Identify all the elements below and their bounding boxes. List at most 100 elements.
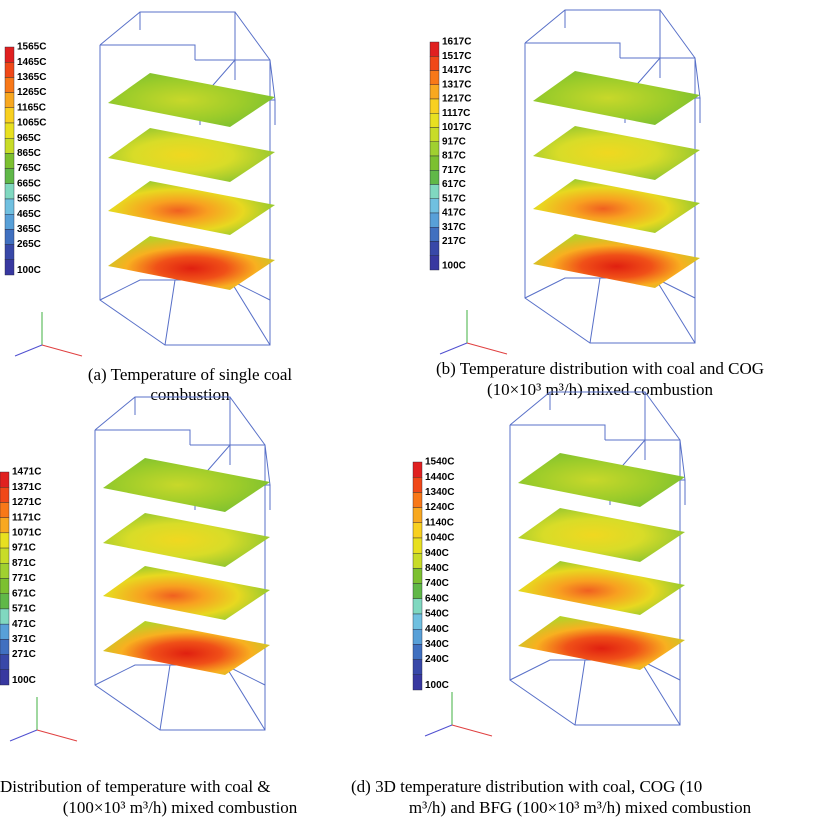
legend-swatch [0,593,10,610]
legend-swatch [4,92,15,108]
legend-swatch [0,608,10,625]
legend-label: 617C [442,179,466,190]
legend-label: 417C [442,208,466,219]
furnace-wireframe [94,396,271,731]
caption: (b) Temperature distribution with coal a… [436,359,764,378]
legend-swatch [0,517,10,534]
furnace-wireframe [509,391,686,726]
legend-label: 571C [12,604,36,615]
furnace-hopper [99,279,271,346]
temperature-slice [533,126,700,180]
legend-label: 771C [12,573,36,584]
panel: 1471C 1371C 1271C 1171C 1071C 971C 871C 771C 671… [0,396,298,817]
legend-label: 1317C [442,79,471,90]
legend-swatch [4,122,15,139]
legend-swatch [4,213,15,230]
legend-swatch [429,113,440,128]
legend-label: 371C [12,634,36,645]
legend-label: 1517C [442,51,471,62]
legend-label: 317C [442,222,466,233]
furnace-outline [509,391,681,726]
legend-label: 100C [442,261,466,272]
legend-label: 917C [442,136,466,147]
caption: combustion [150,385,230,404]
legend-swatch [0,487,10,503]
legend-swatch [429,227,440,242]
temperature-slice [518,616,685,670]
legend-swatch [429,70,440,85]
legend-swatch [4,77,15,93]
legend-label: 1265C [17,87,46,98]
legend-label: 100C [17,265,41,276]
legend-swatch [0,623,10,640]
axis-triad [9,697,78,742]
axis-triad [14,312,83,357]
legend-label: 1471C [12,467,41,478]
furnace-wireframe [524,9,701,344]
temperature-slice [108,181,275,235]
temperature-slice [108,128,275,182]
legend-swatch [4,62,15,78]
legend-label: 665C [17,178,41,189]
legend-label: 1071C [12,527,41,538]
legend-label: 971C [12,543,36,554]
furnace-hopper [94,664,266,731]
legend-label: 565C [17,194,41,205]
legend-label: 100C [12,675,36,686]
legend-label: 365C [17,224,41,235]
legend-swatch [0,578,10,594]
legend-swatch [429,198,440,214]
legend-swatch [4,107,15,124]
legend-label: 1371C [12,482,41,493]
legend-swatch [412,537,423,554]
temperature-slice [518,453,685,507]
legend-label: 217C [442,236,466,247]
temperature-slice [108,73,275,127]
legend-swatch [412,461,423,478]
legend-label: 1440C [425,472,454,483]
temperature-slice [103,458,270,512]
temperature-slice [103,513,270,567]
legend-swatch [429,241,440,256]
axis-z [9,729,38,742]
legend-label: 471C [12,619,36,630]
temperature-slice [533,179,700,233]
legend-label: 465C [17,209,41,220]
legend-label: 1040C [425,533,454,544]
legend-label: 871C [12,558,36,569]
axis-triad [424,692,493,737]
temperature-slice [518,561,685,615]
legend-label: 1065C [17,118,46,129]
legend-swatch [4,244,15,261]
legend-label: 271C [12,649,36,660]
legend-swatch [412,568,423,584]
legend-swatch [412,583,423,599]
panel: 1617C 1517C 1417C 1317C 1217C 1117C 1017C 917C 8… [429,9,764,399]
legend-swatch [429,141,440,157]
legend-swatch [4,259,15,276]
axis-triad [439,310,508,355]
legend-swatch [412,553,423,569]
legend-label: 1271C [12,497,41,508]
legend-label: 717C [442,165,466,176]
legend-label: 1565C [17,42,46,53]
legend-swatch [429,41,440,57]
legend-label: 640C [425,593,449,604]
legend-label: 740C [425,578,449,589]
legend-swatch [4,183,15,200]
legend-swatch [429,212,440,228]
panel: 1540C 1440C 1340C 1240C 1140C 1040C 940C 840C 74… [351,391,752,817]
legend-label: 1165C [17,102,46,113]
panel: 1565C 1465C 1365C 1265C 1165C 1065C 965C 865C 76… [4,11,292,404]
caption: (100×10³ m³/h) mixed combustion [63,798,298,817]
legend-swatch [429,255,440,271]
legend-label: 440C [425,624,449,635]
legend-swatch [4,137,15,154]
temperature-slice [518,508,685,562]
legend-swatch [412,674,423,691]
legend-swatch [412,659,423,675]
legend-swatch [429,155,440,171]
legend-label: 1171C [12,512,41,523]
temperature-slice [533,234,700,288]
